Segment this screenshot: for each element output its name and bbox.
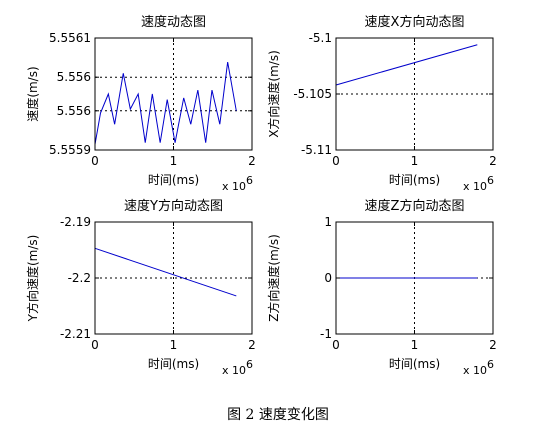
subplot-1-y-tick-label: 5.556 [57, 70, 91, 84]
subplot-4-x-axis-label: 时间(ms) [389, 357, 440, 371]
subplot-2-series-1-line [335, 44, 478, 86]
subplot-1-x-exponent-power: 6 [246, 174, 253, 187]
subplot-4-x-tick-label: 1 [411, 338, 419, 352]
subplot-3-x-tick-label: 0 [91, 338, 99, 352]
subplot-2-y-tick-label: -5.105 [293, 87, 332, 101]
subplot-1-x-exponent-label: x 10 [222, 180, 246, 193]
subplot-1-series-1-line [94, 61, 237, 145]
subplot-4-y-tick-label: -1 [320, 327, 332, 341]
subplot-2-y-tick-label: -5.11 [301, 143, 332, 157]
subplot-2-x-tick-label: 0 [332, 154, 340, 168]
subplot-2-x-exponent-label: x 10 [463, 180, 487, 193]
subplot-1-x-tick-label: 0 [91, 154, 99, 168]
subplot-3-x-tick-label: 1 [170, 338, 178, 352]
subplot-4-x-tick-label: 2 [489, 338, 497, 352]
subplot-2-x-tick-label: 1 [411, 154, 419, 168]
subplot-4-x-exponent-label: x 10 [463, 364, 487, 377]
subplot-3-x-tick-label: 2 [248, 338, 256, 352]
subplot-2-y-axis-label: X方向速度(m/s) [266, 50, 281, 138]
subplot-3-x-exponent-label: x 10 [222, 364, 246, 377]
subplot-3-title: 速度Y方向动态图 [124, 198, 223, 214]
subplot-3-y-tick-label: -2.19 [60, 215, 91, 229]
subplot-4-title: 速度Z方向动态图 [365, 198, 465, 214]
subplot-3-x-exponent-power: 6 [246, 358, 253, 371]
subplot-4-y-tick-label: 1 [324, 215, 332, 229]
subplot-1-y-axis-label: 速度(m/s) [25, 66, 40, 121]
subplot-1-y-tick-label: 5.5561 [49, 31, 91, 45]
subplot-1-x-tick-label: 1 [170, 154, 178, 168]
subplot-3-series-1-line [94, 247, 237, 297]
figure-caption: 图 2 速度变化图 [227, 407, 329, 423]
subplot-1-title: 速度动态图 [141, 14, 206, 30]
subplot-3-y-axis-label: Y方向速度(m/s) [25, 235, 40, 323]
subplot-4-y-axis-label: Z方向速度(m/s) [266, 234, 281, 322]
subplot-2-x-axis-label: 时间(ms) [389, 173, 440, 187]
subplot-4-x-tick-label: 0 [332, 338, 340, 352]
subplot-3-y-tick-label: -2.2 [68, 271, 91, 285]
subplot-4-x-exponent-power: 6 [487, 358, 494, 371]
subplot-4-y-tick-label: 0 [324, 271, 332, 285]
subplot-2-title: 速度X方向动态图 [365, 14, 465, 30]
subplot-3-y-tick-label: -2.21 [60, 327, 91, 341]
subplot-1-x-axis-label: 时间(ms) [148, 173, 199, 187]
subplot-2-x-exponent-power: 6 [487, 174, 494, 187]
subplot-2-y-tick-label: -5.1 [309, 31, 332, 45]
subplot-1-x-tick-label: 2 [248, 154, 256, 168]
subplot-2-x-tick-label: 2 [489, 154, 497, 168]
subplot-3-x-axis-label: 时间(ms) [148, 357, 199, 371]
subplot-1-y-tick-label: 5.5559 [49, 143, 91, 157]
subplot-1-y-tick-label: 5.556 [57, 104, 91, 118]
